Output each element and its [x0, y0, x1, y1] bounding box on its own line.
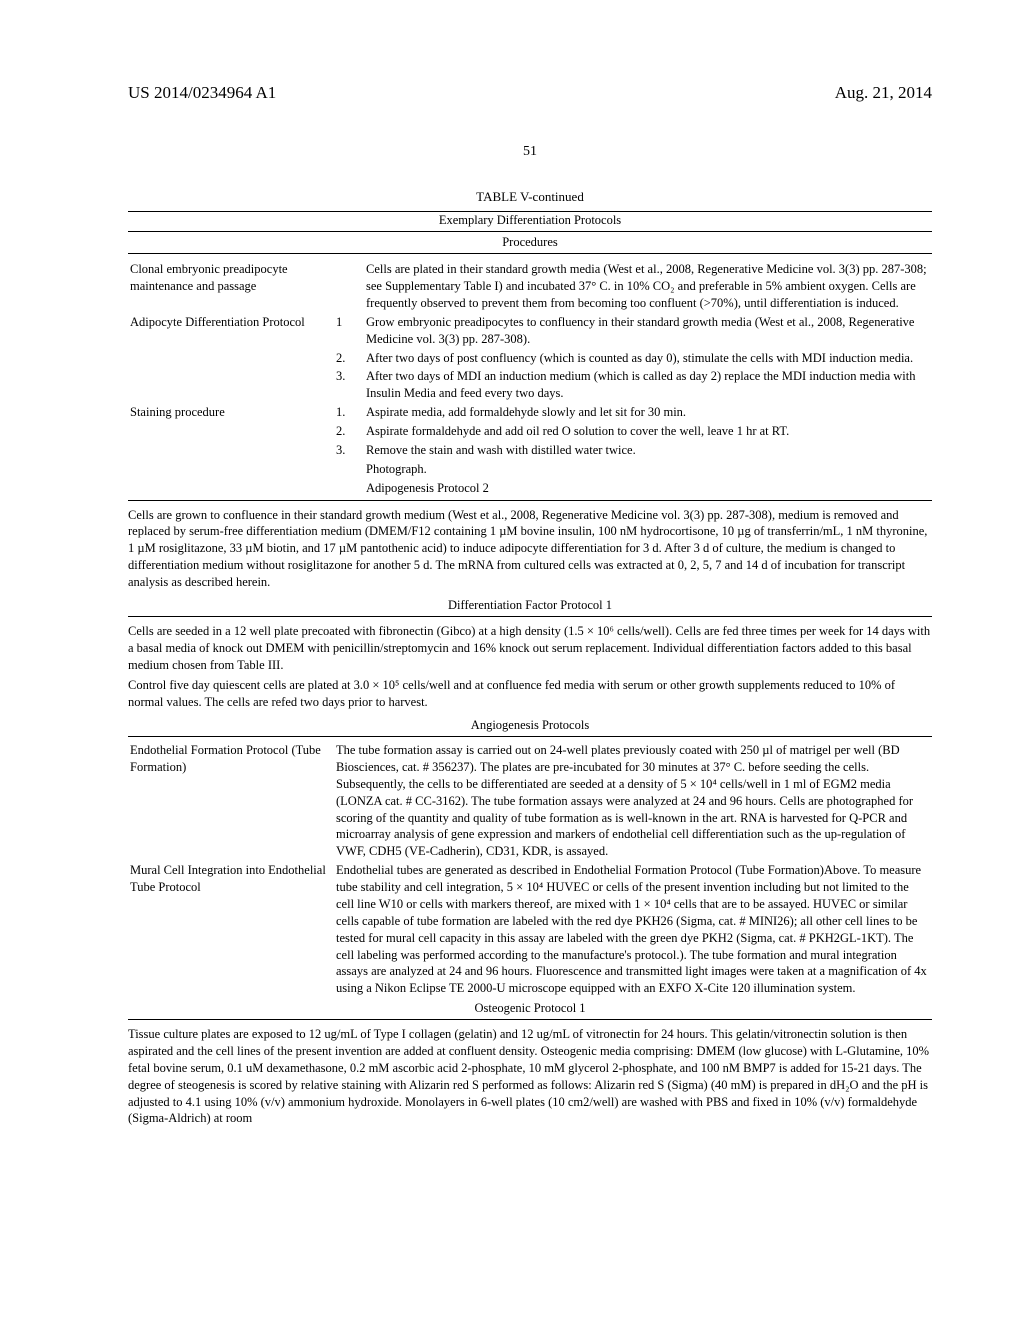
step-text: The tube formation assay is carried out … — [334, 741, 932, 861]
table-title: TABLE V-continued — [128, 188, 932, 206]
row-label: Mural Cell Integration into Endothelial … — [128, 861, 334, 998]
paragraph: Cells are seeded in a 12 well plate prec… — [128, 623, 932, 674]
step-text: After two days of MDI an induction mediu… — [364, 367, 932, 403]
angio-table: Endothelial Formation Protocol (Tube For… — [128, 741, 932, 998]
row-label: Adipocyte Differentiation Protocol — [128, 313, 334, 403]
protocol-table: Clonal embryonic preadipocyte maintenanc… — [128, 260, 932, 497]
step-text: Adipogenesis Protocol 2 — [364, 479, 932, 498]
section-label: Osteogenic Protocol 1 — [128, 998, 932, 1017]
section-label: Differentiation Factor Protocol 1 — [128, 595, 932, 614]
step-text: Remove the stain and wash with distilled… — [364, 441, 932, 460]
step-num: 3. — [334, 367, 364, 403]
step-num: 2. — [334, 422, 364, 441]
step-num: 3. — [334, 441, 364, 460]
step-num — [334, 479, 364, 498]
paragraph: Tissue culture plates are exposed to 12 … — [128, 1026, 932, 1127]
step-text: Grow embryonic preadipocytes to confluen… — [364, 313, 932, 349]
step-text: Photograph. — [364, 460, 932, 479]
table-subtitle: Exemplary Differentiation Protocols — [128, 212, 932, 232]
paragraph: Cells are grown to confluence in their s… — [128, 507, 932, 591]
paragraph: Control five day quiescent cells are pla… — [128, 677, 932, 711]
step-num: 2. — [334, 349, 364, 368]
row-label: Clonal embryonic preadipocyte maintenanc… — [128, 260, 334, 313]
step-text: Cells are plated in their standard growt… — [364, 260, 932, 313]
step-num: 1. — [334, 403, 364, 422]
patent-number: US 2014/0234964 A1 — [128, 82, 276, 105]
publication-date: Aug. 21, 2014 — [835, 82, 932, 105]
row-label: Staining procedure — [128, 403, 334, 497]
row-label: Endothelial Formation Protocol (Tube For… — [128, 741, 334, 861]
step-text: Endothelial tubes are generated as descr… — [334, 861, 932, 998]
step-text: Aspirate media, add formaldehyde slowly … — [364, 403, 932, 422]
step-num — [334, 260, 364, 313]
step-text: Aspirate formaldehyde and add oil red O … — [364, 422, 932, 441]
page-number: 51 — [128, 143, 932, 162]
section-label: Angiogenesis Protocols — [128, 715, 932, 734]
step-text: After two days of post confluency (which… — [364, 349, 932, 368]
step-num: 1 — [334, 313, 364, 349]
step-num — [334, 460, 364, 479]
procedures-header: Procedures — [128, 232, 932, 254]
